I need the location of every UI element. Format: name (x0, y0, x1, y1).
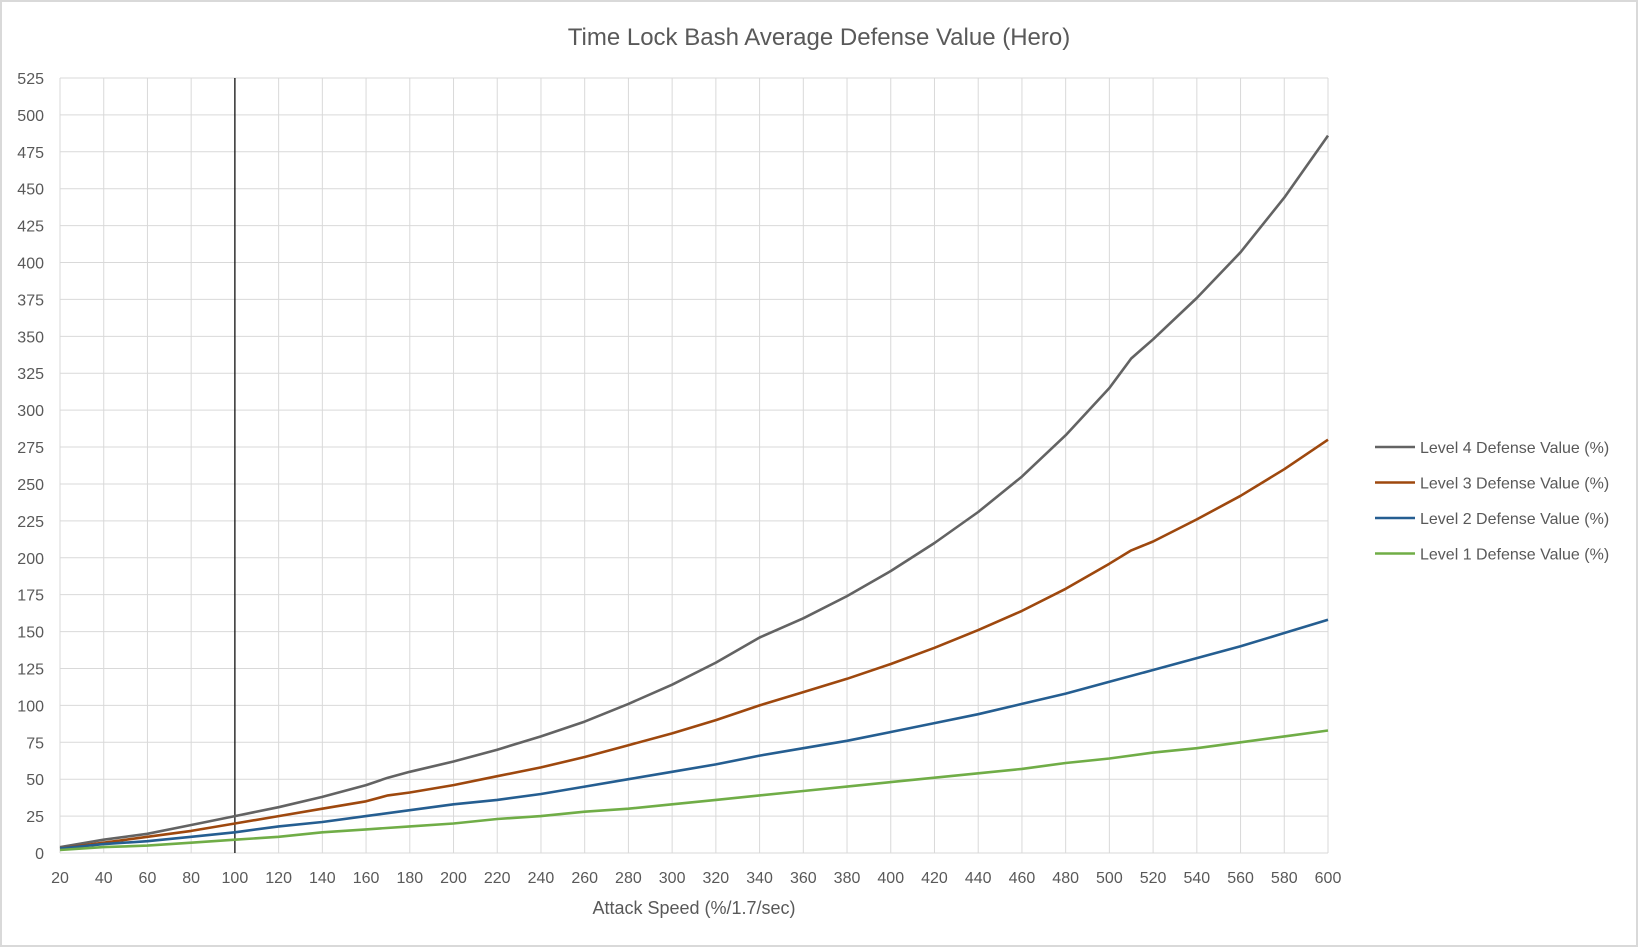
y-tick-label: 50 (26, 772, 44, 789)
y-tick-label: 200 (17, 551, 44, 568)
y-tick-label: 450 (17, 182, 44, 199)
x-axis-label: Attack Speed (%/1.7/sec) (592, 898, 795, 918)
x-tick-label: 380 (834, 870, 861, 887)
x-tick-label: 120 (265, 870, 292, 887)
legend-label: Level 3 Defense Value (%) (1420, 476, 1609, 493)
y-tick-label: 425 (17, 219, 44, 236)
x-tick-label: 400 (877, 870, 904, 887)
x-tick-label: 180 (396, 870, 423, 887)
y-tick-label: 150 (17, 625, 44, 642)
x-tick-label: 560 (1227, 870, 1254, 887)
y-tick-label: 175 (17, 588, 44, 605)
x-tick-label: 260 (571, 870, 598, 887)
x-tick-label: 360 (790, 870, 817, 887)
y-tick-label: 350 (17, 329, 44, 346)
y-tick-label: 225 (17, 514, 44, 531)
x-tick-label: 460 (1009, 870, 1036, 887)
chart-title: Time Lock Bash Average Defense Value (He… (568, 24, 1070, 51)
y-tick-label: 525 (17, 71, 44, 88)
x-tick-label: 440 (965, 870, 992, 887)
y-tick-label: 500 (17, 108, 44, 125)
series-line-level-1 (59, 729, 1329, 852)
x-tick-label: 340 (746, 870, 773, 887)
y-tick-label: 400 (17, 256, 44, 273)
x-tick-label: 320 (703, 870, 730, 887)
x-tick-label: 80 (182, 870, 200, 887)
y-tick-label: 375 (17, 292, 44, 309)
series-line-level-4 (59, 134, 1330, 849)
y-tick-label: 275 (17, 440, 44, 457)
y-tick-label: 125 (17, 661, 44, 678)
y-tick-label: 100 (17, 698, 44, 715)
legend-label: Level 4 Defense Value (%) (1420, 440, 1609, 457)
x-tick-label: 420 (921, 870, 948, 887)
tick-labels: 0 25 50 75 100 125 150 175 200 225 250 275 300 325 350… (17, 71, 1341, 887)
x-tick-label: 580 (1271, 870, 1298, 887)
x-tick-label: 100 (222, 870, 249, 887)
y-tick-label: 25 (26, 809, 44, 826)
series-line-level-2 (59, 618, 1329, 850)
x-tick-label: 200 (440, 870, 467, 887)
x-tick-label: 540 (1183, 870, 1210, 887)
y-tick-label: 475 (17, 145, 44, 162)
x-tick-label: 480 (1052, 870, 1079, 887)
x-tick-label: 160 (353, 870, 380, 887)
y-tick-label: 325 (17, 366, 44, 383)
x-tick-label: 600 (1315, 870, 1342, 887)
x-tick-label: 220 (484, 870, 511, 887)
x-tick-label: 240 (528, 870, 555, 887)
x-tick-label: 280 (615, 870, 642, 887)
y-tick-label: 250 (17, 477, 44, 494)
y-tick-label: 0 (35, 846, 44, 863)
series-lines (59, 134, 1330, 852)
x-tick-label: 520 (1140, 870, 1167, 887)
x-tick-label: 60 (139, 870, 157, 887)
gridlines (59, 77, 1329, 854)
legend: Level 4 Defense Value (%) Level 3 Defense… (1375, 440, 1609, 564)
legend-label: Level 2 Defense Value (%) (1420, 511, 1609, 528)
x-tick-label: 500 (1096, 870, 1123, 887)
y-tick-label: 300 (17, 403, 44, 420)
y-tick-label: 75 (26, 735, 44, 752)
x-tick-label: 40 (95, 870, 113, 887)
legend-label: Level 1 Defense Value (%) (1420, 547, 1609, 564)
x-tick-label: 20 (51, 870, 69, 887)
x-tick-label: 140 (309, 870, 336, 887)
series-line-level-3 (59, 438, 1329, 850)
x-tick-label: 300 (659, 870, 686, 887)
